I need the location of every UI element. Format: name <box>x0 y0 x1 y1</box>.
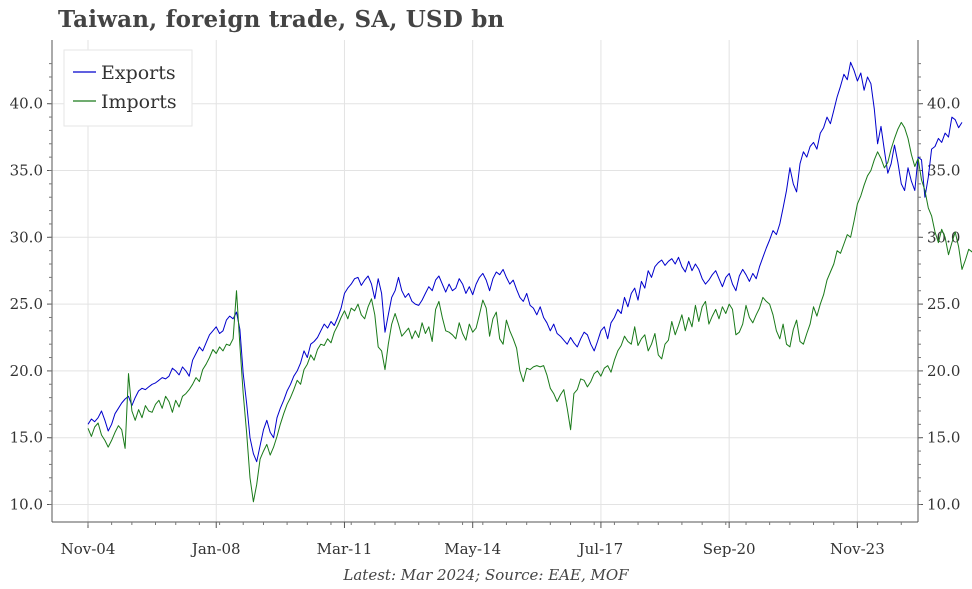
y-tick-label-right: 10.0 <box>927 496 960 514</box>
y-tick-label-right: 35.0 <box>927 162 960 180</box>
y-tick-label-left: 20.0 <box>10 362 43 380</box>
x-tick-label: May-14 <box>444 540 501 558</box>
legend-label-exports: Exports <box>101 62 176 84</box>
y-tick-label-right: 15.0 <box>927 429 960 447</box>
y-tick-label-left: 25.0 <box>10 295 43 313</box>
y-tick-label-left: 15.0 <box>10 429 43 447</box>
y-tick-label-left: 40.0 <box>10 95 43 113</box>
y-axis-right: 10.0 15.0 20.0 25.0 30.0 35.0 40.0 <box>927 95 960 514</box>
x-tick-label: Nov-04 <box>61 540 116 558</box>
series-line-exports <box>87 61 963 463</box>
legend-box <box>63 49 193 127</box>
y-tick-label-left: 10.0 <box>10 496 43 514</box>
axes <box>47 40 923 528</box>
y-tick-label-right: 40.0 <box>927 95 960 113</box>
x-axis: Nov-04 Jan-08 Mar-11 May-14 Jul-17 Sep-20 Nov-… <box>61 540 885 558</box>
x-tick-label: Nov-23 <box>830 540 885 558</box>
series-line-imports <box>87 121 972 503</box>
x-tick-label: Mar-11 <box>317 540 373 558</box>
y-tick-label-right: 25.0 <box>927 295 960 313</box>
series-lines <box>87 61 972 503</box>
y-axis-left: 10.0 15.0 20.0 25.0 30.0 35.0 40.0 <box>10 95 43 514</box>
y-tick-label-right: 30.0 <box>927 228 960 246</box>
x-tick-label: Jan-08 <box>190 540 241 558</box>
legend-label-imports: Imports <box>101 91 177 113</box>
y-tick-label-right: 20.0 <box>927 362 960 380</box>
x-tick-label: Sep-20 <box>703 540 756 558</box>
chart-title: Taiwan, foreign trade, SA, USD bn <box>58 6 505 33</box>
x-tick-label: Jul-17 <box>577 540 624 558</box>
legend: Exports Imports <box>63 49 193 127</box>
y-tick-label-left: 30.0 <box>10 228 43 246</box>
y-tick-label-left: 35.0 <box>10 162 43 180</box>
source-note: Latest: Mar 2024; Source: EAE, MOF <box>343 566 629 584</box>
